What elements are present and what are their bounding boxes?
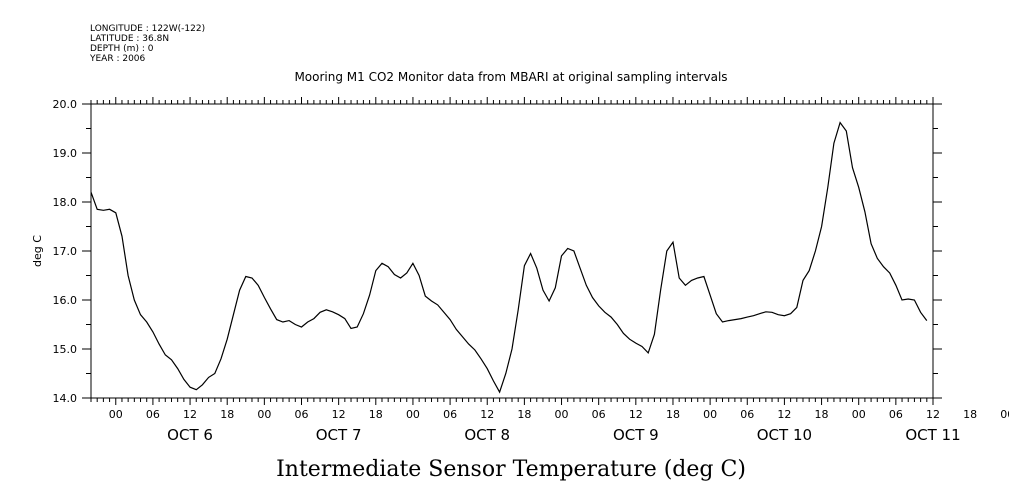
x-tick-label: 00	[852, 408, 866, 421]
day-label: OCT 7	[316, 426, 362, 444]
depth-text: DEPTH (m) : 0	[90, 44, 154, 54]
year-text: YEAR : 2006	[89, 54, 146, 64]
day-label: OCT 8	[464, 426, 510, 444]
x-tick-label: 06	[295, 408, 309, 421]
day-label: OCT 11	[905, 426, 960, 444]
x-tick-label: 18	[369, 408, 383, 421]
y-tick-label: 18.0	[53, 196, 78, 209]
x-tick-label: 00	[1000, 408, 1009, 421]
x-tick-label: 18	[220, 408, 234, 421]
day-label: OCT 9	[613, 426, 659, 444]
x-tick-label: 12	[777, 408, 791, 421]
y-axis-label: deg C	[31, 235, 44, 267]
x-tick-label: 06	[740, 408, 754, 421]
y-tick-label: 14.0	[53, 392, 78, 405]
x-tick-label: 06	[592, 408, 606, 421]
x-tick-label: 18	[963, 408, 977, 421]
x-tick-label: 00	[257, 408, 271, 421]
x-tick-label: 12	[480, 408, 494, 421]
x-tick-label: 06	[889, 408, 903, 421]
x-tick-label: 00	[406, 408, 420, 421]
metadata-block: LONGITUDE : 122W(-122) LATITUDE : 36.8N …	[89, 24, 205, 64]
x-tick-label: 18	[666, 408, 680, 421]
plot-frame	[90, 103, 934, 399]
axis-ticks	[82, 97, 942, 405]
chart-title: Mooring M1 CO2 Monitor data from MBARI a…	[294, 70, 727, 84]
x-tick-label: 00	[555, 408, 569, 421]
day-label: OCT 6	[167, 426, 213, 444]
day-label: OCT 10	[757, 426, 812, 444]
x-tick-label: 06	[146, 408, 160, 421]
x-tick-label: 00	[703, 408, 717, 421]
y-tick-label: 15.0	[53, 343, 78, 356]
x-tick-label: 06	[443, 408, 457, 421]
x-tick-label: 00	[109, 408, 123, 421]
latitude-text: LATITUDE : 36.8N	[90, 34, 169, 44]
axis-tick-labels: 00 06 12 18 00 06 12 18 00 06 12 18 00 06 12 18 00 06 12 18…	[53, 98, 1009, 444]
y-tick-label: 20.0	[53, 98, 78, 111]
x-tick-label: 12	[332, 408, 346, 421]
x-axis-label: Intermediate Sensor Temperature (deg C)	[276, 457, 746, 482]
x-tick-label: 18	[517, 408, 531, 421]
x-tick-label: 12	[926, 408, 940, 421]
temperature-series-line	[90, 121, 928, 394]
y-tick-label: 17.0	[53, 245, 78, 258]
longitude-text: LONGITUDE : 122W(-122)	[90, 24, 205, 34]
x-tick-label: 18	[815, 408, 829, 421]
x-tick-label: 12	[183, 408, 197, 421]
x-tick-label: 12	[629, 408, 643, 421]
y-tick-label: 19.0	[53, 147, 78, 160]
y-tick-label: 16.0	[53, 294, 78, 307]
